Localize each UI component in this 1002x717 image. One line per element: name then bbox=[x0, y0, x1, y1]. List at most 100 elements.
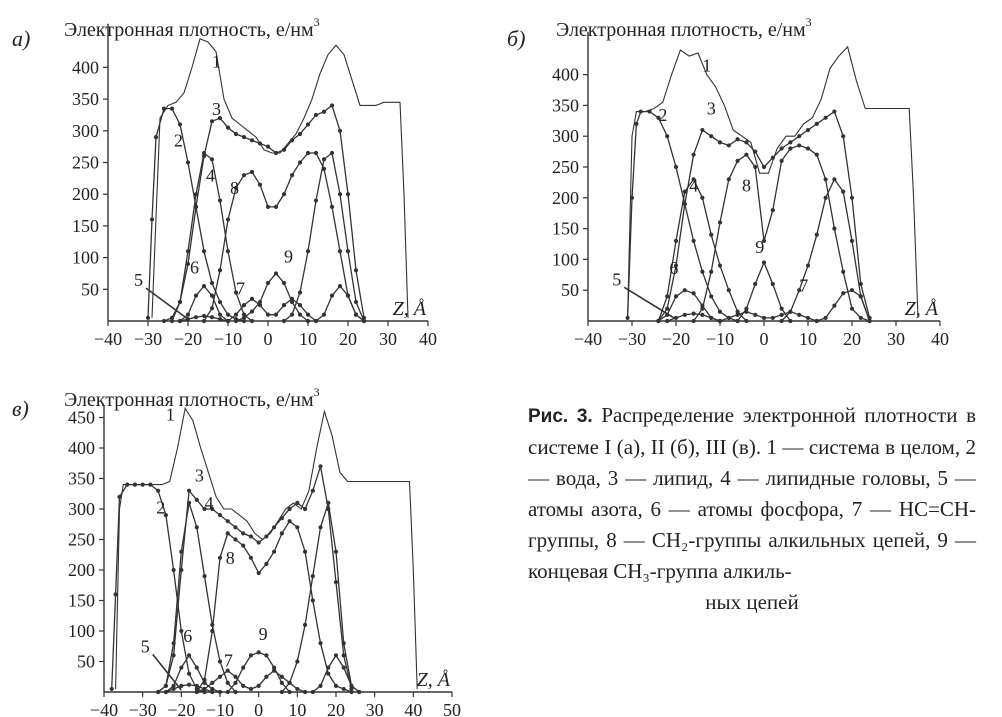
data-point bbox=[832, 226, 837, 231]
data-point bbox=[305, 249, 311, 254]
data-point bbox=[326, 671, 331, 676]
y-axis-label-superscript: 3 bbox=[806, 15, 812, 29]
data-point bbox=[361, 318, 367, 324]
data-point bbox=[770, 208, 775, 213]
data-point bbox=[265, 144, 271, 149]
data-point bbox=[349, 686, 354, 692]
series-8: 8 bbox=[194, 519, 354, 695]
data-point bbox=[345, 293, 351, 298]
series-label-2: 2 bbox=[174, 131, 183, 151]
x-tick-label: −10 bbox=[214, 329, 242, 349]
data-point bbox=[248, 555, 254, 560]
data-point bbox=[814, 232, 819, 237]
data-point bbox=[113, 592, 118, 597]
data-point bbox=[295, 686, 300, 692]
data-point bbox=[625, 315, 630, 321]
data-point bbox=[186, 653, 192, 658]
data-point bbox=[629, 195, 635, 200]
series-3: 3 bbox=[161, 99, 367, 324]
y-tick-label: 50 bbox=[561, 280, 579, 300]
y-axis-label: Электронная плотность, е/нм3 bbox=[556, 15, 812, 41]
data-point bbox=[177, 299, 183, 305]
data-point bbox=[217, 513, 223, 518]
data-point bbox=[273, 271, 279, 276]
data-point bbox=[297, 312, 303, 317]
data-point bbox=[241, 315, 247, 320]
series-1: 1 bbox=[115, 405, 418, 690]
data-point bbox=[241, 318, 247, 324]
data-point bbox=[841, 134, 846, 139]
data-point bbox=[805, 263, 811, 268]
data-point bbox=[726, 288, 731, 293]
data-point bbox=[337, 284, 343, 289]
data-point bbox=[209, 306, 215, 311]
data-point bbox=[209, 119, 215, 124]
data-point bbox=[761, 315, 767, 321]
data-point bbox=[726, 315, 731, 321]
data-point bbox=[691, 318, 696, 324]
data-point bbox=[832, 109, 837, 114]
data-point bbox=[265, 312, 271, 317]
data-point bbox=[779, 312, 784, 317]
data-point bbox=[272, 665, 277, 670]
data-point bbox=[700, 195, 705, 200]
data-point bbox=[210, 680, 215, 685]
data-point bbox=[726, 143, 731, 148]
data-point bbox=[814, 152, 819, 157]
series-line-6 bbox=[658, 289, 721, 322]
data-point bbox=[186, 671, 192, 676]
series-9: 9 bbox=[233, 247, 311, 324]
data-point bbox=[744, 140, 749, 145]
series-label-5: 5 bbox=[134, 270, 143, 290]
x-tick-label: 20 bbox=[327, 700, 345, 717]
x-tick-label: 40 bbox=[419, 329, 437, 349]
data-point bbox=[225, 318, 231, 324]
data-point bbox=[691, 238, 696, 244]
data-point bbox=[700, 269, 705, 274]
data-point bbox=[194, 665, 199, 670]
data-point bbox=[691, 152, 696, 157]
x-tick-label: −20 bbox=[167, 700, 195, 717]
series-label-3: 3 bbox=[195, 466, 204, 486]
data-point bbox=[149, 217, 155, 222]
data-point bbox=[770, 155, 775, 160]
y-axis-label: Электронная плотность, е/нм3 bbox=[64, 385, 320, 411]
series-line-3 bbox=[163, 104, 365, 322]
data-point bbox=[858, 281, 863, 287]
chart-panel-3: в) Электронная плотность, е/нм3 −40 −30 −20−… bbox=[12, 385, 461, 717]
data-point bbox=[709, 269, 714, 274]
data-point bbox=[171, 653, 176, 658]
x-tick-label: −10 bbox=[206, 700, 234, 717]
data-point bbox=[217, 316, 223, 322]
data-point bbox=[249, 296, 255, 301]
data-point bbox=[264, 561, 269, 567]
y-tick-label: 250 bbox=[68, 530, 95, 550]
data-point bbox=[248, 534, 254, 539]
series-8: 8 bbox=[691, 143, 872, 324]
data-point bbox=[279, 531, 284, 536]
data-point bbox=[849, 306, 855, 311]
data-point bbox=[201, 249, 207, 254]
data-point bbox=[823, 177, 828, 182]
data-point bbox=[186, 500, 192, 505]
data-point bbox=[310, 598, 315, 603]
data-point bbox=[345, 249, 351, 254]
data-point bbox=[709, 315, 714, 321]
data-point bbox=[225, 125, 231, 130]
data-point bbox=[305, 122, 311, 127]
data-point bbox=[148, 482, 153, 487]
data-point bbox=[281, 303, 287, 308]
data-point bbox=[225, 217, 231, 222]
data-point bbox=[634, 121, 639, 126]
data-point bbox=[233, 525, 238, 530]
x-tick-label: 10 bbox=[288, 700, 306, 717]
series-line-1 bbox=[115, 406, 418, 690]
data-point bbox=[321, 157, 327, 162]
data-point bbox=[281, 280, 287, 286]
data-point bbox=[209, 157, 215, 162]
data-point bbox=[788, 146, 793, 151]
data-point bbox=[185, 261, 191, 267]
series-7: 7 bbox=[194, 650, 308, 695]
data-point bbox=[161, 318, 167, 324]
data-point bbox=[209, 315, 215, 320]
